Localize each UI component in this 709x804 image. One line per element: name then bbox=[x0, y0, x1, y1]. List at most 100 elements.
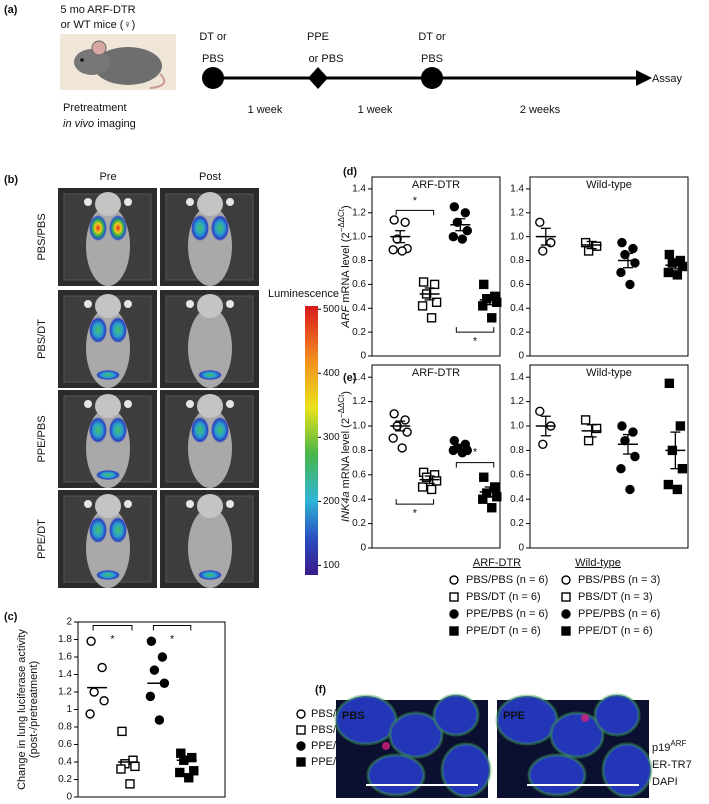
legend-label: PBS/DT (n = 3) bbox=[578, 591, 653, 603]
legend-marker bbox=[449, 592, 459, 602]
ear bbox=[84, 300, 92, 308]
point bbox=[628, 243, 638, 254]
step-label: PBS bbox=[202, 53, 224, 65]
bli-image bbox=[58, 390, 157, 488]
point bbox=[667, 258, 678, 268]
y-tick-label: 0 bbox=[66, 792, 72, 803]
point bbox=[117, 726, 127, 737]
significance-label: * bbox=[413, 195, 418, 207]
micrograph-label: PPE bbox=[503, 710, 525, 722]
row-label: PBS/DT bbox=[36, 319, 48, 359]
y-tick-label: 1.6 bbox=[58, 652, 72, 663]
point bbox=[675, 421, 686, 431]
point bbox=[460, 208, 471, 218]
nucleus bbox=[527, 753, 587, 797]
point bbox=[154, 715, 165, 725]
legend-marker bbox=[449, 609, 459, 619]
y-tick-label: 1.2 bbox=[510, 396, 524, 407]
y-tick-label: 0.8 bbox=[352, 255, 366, 266]
error-bar bbox=[455, 443, 466, 450]
point bbox=[431, 297, 442, 307]
nucleus bbox=[366, 753, 426, 797]
y-tick-label: 1.0 bbox=[352, 231, 366, 242]
legend-marker bbox=[561, 575, 571, 585]
y-tick-label: 0.4 bbox=[510, 494, 524, 505]
interval-label: 1 week bbox=[358, 104, 393, 116]
y-tick-label: 1.4 bbox=[58, 669, 72, 680]
y-tick-label: 0.8 bbox=[58, 722, 72, 733]
signal bbox=[89, 517, 107, 543]
point bbox=[389, 215, 399, 225]
legend-label: PBS/PBS (n = 6) bbox=[466, 574, 548, 586]
significance-bracket bbox=[395, 209, 435, 216]
nucleus bbox=[388, 711, 444, 759]
significance-bracket bbox=[152, 625, 192, 631]
point bbox=[421, 472, 432, 482]
point bbox=[479, 279, 489, 290]
y-tick-label: 0.2 bbox=[58, 774, 72, 785]
error-bar bbox=[670, 261, 681, 270]
legend-marker bbox=[449, 575, 459, 585]
channel-sup: ARF bbox=[670, 739, 686, 748]
signal bbox=[109, 215, 127, 241]
bli-image bbox=[160, 490, 259, 588]
mouse-head bbox=[95, 192, 121, 216]
text-part: INK4a bbox=[340, 491, 352, 522]
column-header: Pre bbox=[99, 171, 116, 183]
step-marker bbox=[308, 67, 328, 89]
point bbox=[663, 267, 674, 278]
ear bbox=[84, 500, 92, 508]
channel-name: ER-TR7 bbox=[652, 759, 692, 771]
legend-label: PPE/PBS (n = 6) bbox=[466, 608, 548, 620]
ear bbox=[226, 198, 234, 206]
bli-image bbox=[58, 490, 157, 588]
text-part: ARF bbox=[340, 304, 352, 328]
point bbox=[175, 767, 185, 778]
mouse-head bbox=[197, 394, 223, 418]
point bbox=[397, 246, 407, 256]
colorbar-tick-label: 300 bbox=[323, 432, 340, 443]
significance-label: * bbox=[170, 633, 175, 645]
y-tick-label: 1.4 bbox=[510, 372, 524, 383]
point bbox=[448, 445, 459, 456]
point bbox=[672, 270, 683, 280]
significance-label: * bbox=[473, 336, 478, 348]
point bbox=[189, 766, 199, 776]
point bbox=[99, 696, 109, 706]
text-part: ) bbox=[340, 205, 352, 209]
mouse-head bbox=[197, 294, 223, 318]
channel-label: DAPI bbox=[652, 776, 678, 788]
ear bbox=[186, 300, 194, 308]
row-label: PPE/DT bbox=[36, 519, 48, 559]
ear bbox=[124, 400, 132, 408]
mouse-head bbox=[95, 494, 121, 518]
y-tick-label: 0.2 bbox=[510, 518, 524, 529]
y-tick-label: 0 bbox=[518, 351, 524, 362]
signal bbox=[96, 370, 120, 380]
colorbar-title: Luminescence bbox=[268, 288, 339, 300]
panel-label: (e) bbox=[343, 372, 357, 384]
p19-signal bbox=[581, 714, 589, 722]
nucleus bbox=[495, 694, 559, 746]
p19-signal bbox=[382, 742, 390, 750]
error-bar bbox=[622, 252, 633, 269]
text-part: mRNA level (2 bbox=[340, 232, 352, 305]
y-tick-label: 0.4 bbox=[352, 303, 366, 314]
point bbox=[625, 484, 635, 495]
nucleus bbox=[440, 742, 492, 798]
point bbox=[620, 249, 630, 260]
legend-marker bbox=[296, 757, 306, 767]
legend-marker bbox=[561, 609, 571, 619]
point bbox=[672, 484, 683, 495]
chart-title: Wild-type bbox=[586, 179, 632, 191]
significance-bracket bbox=[455, 462, 495, 468]
micrograph: PPE bbox=[495, 693, 653, 798]
y-tick-label: 0.6 bbox=[510, 279, 524, 290]
signal bbox=[96, 570, 120, 580]
ear bbox=[124, 500, 132, 508]
significance-bracket bbox=[92, 625, 133, 631]
nucleus bbox=[549, 711, 605, 759]
y-tick-label: 0.6 bbox=[352, 279, 366, 290]
point bbox=[402, 427, 412, 437]
point bbox=[448, 231, 459, 242]
